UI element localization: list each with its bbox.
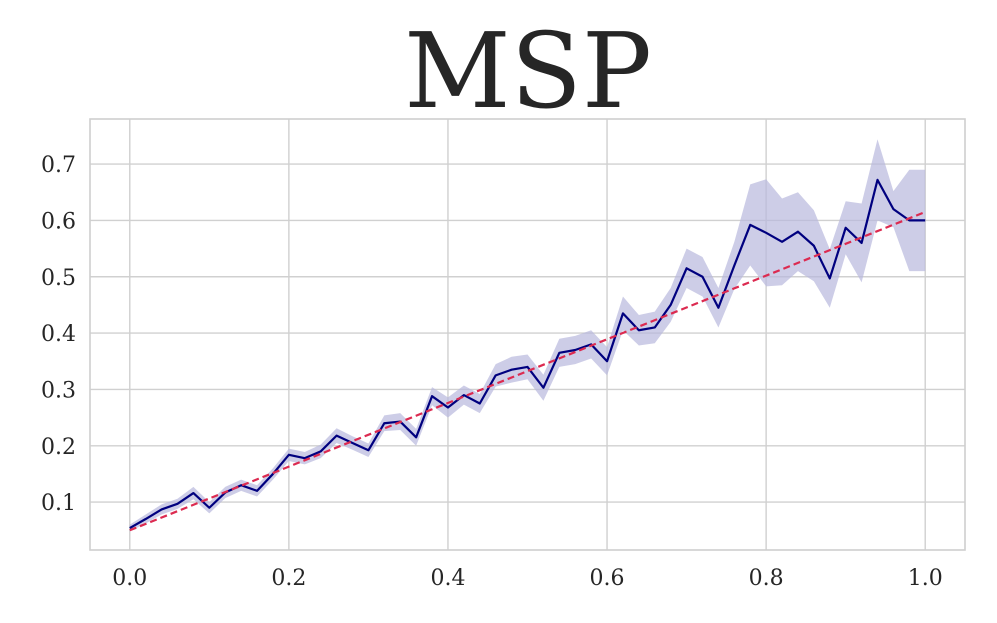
confidence-band xyxy=(129,139,926,532)
y-tick-label: 0.3 xyxy=(41,378,76,403)
x-tick-label: 0.8 xyxy=(749,566,784,591)
y-tick-labels: 0.1 0.2 0.3 0.4 0.5 0.6 0.7 xyxy=(41,153,76,516)
y-tick-label: 0.6 xyxy=(41,209,76,234)
y-tick-label: 0.5 xyxy=(41,266,76,291)
chart-title: MSP xyxy=(404,10,652,132)
x-tick-label: 0.4 xyxy=(430,566,465,591)
y-tick-label: 0.2 xyxy=(41,435,76,460)
x-tick-label: 0.6 xyxy=(590,566,625,591)
y-tick-label: 0.4 xyxy=(41,322,76,347)
x-tick-label: 0.2 xyxy=(271,566,306,591)
x-tick-label: 0.0 xyxy=(112,566,147,591)
grid-layer xyxy=(90,119,965,550)
x-tick-labels: 0.0 0.2 0.4 0.6 0.8 1.0 xyxy=(112,566,942,591)
x-tick-label: 1.0 xyxy=(908,566,943,591)
series-line xyxy=(129,178,926,529)
y-tick-label: 0.1 xyxy=(41,491,76,516)
line-layer xyxy=(129,178,926,532)
confidence-band-layer xyxy=(129,139,926,532)
plot-frame xyxy=(89,118,966,551)
y-tick-label: 0.7 xyxy=(41,153,76,178)
